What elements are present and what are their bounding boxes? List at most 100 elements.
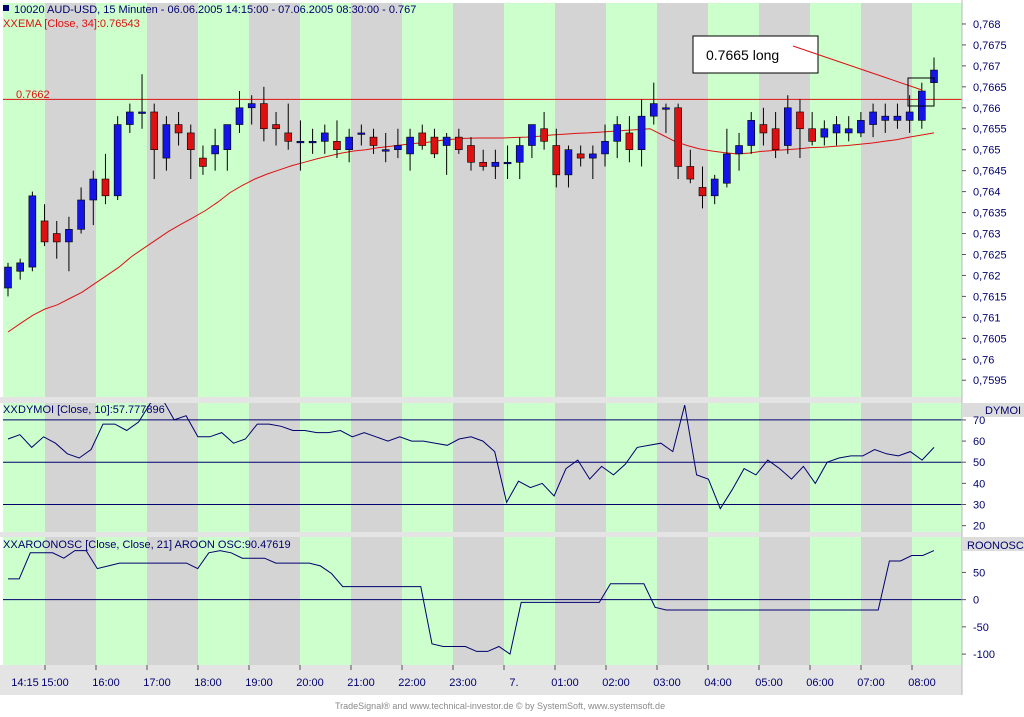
indicator-reference-lines xyxy=(3,419,962,601)
price-tick-label: 0,7675 xyxy=(973,40,1007,52)
tab-bg xyxy=(962,537,1024,551)
candle xyxy=(77,199,85,230)
candle xyxy=(150,111,159,151)
candle xyxy=(564,149,573,176)
time-tick-label: 17:00 xyxy=(143,677,171,689)
dymoi-tick-label: 40 xyxy=(973,478,985,490)
candle xyxy=(723,153,731,184)
ema-legend-marker: XX xyxy=(3,18,18,30)
candle xyxy=(345,136,353,151)
price-tick-label: 0,762 xyxy=(973,270,1001,282)
candle xyxy=(430,136,439,155)
annotation-box xyxy=(692,35,819,74)
candle xyxy=(832,124,841,134)
candle xyxy=(540,128,548,142)
candle xyxy=(406,136,414,155)
aroon-tick-label: 0 xyxy=(973,595,979,607)
price-tick-label: 0,7595 xyxy=(973,375,1007,387)
candle xyxy=(857,120,865,134)
time-tick-label: 21:00 xyxy=(347,677,375,689)
time-band xyxy=(912,403,962,532)
time-band xyxy=(861,537,912,665)
time-band xyxy=(147,3,198,397)
candle xyxy=(455,136,463,151)
aroon-tab[interactable]: ROONOSC xyxy=(967,540,1024,552)
time-tick-label: 22:00 xyxy=(398,677,426,689)
panel-divider xyxy=(0,532,1024,537)
time-band xyxy=(555,403,606,532)
candle xyxy=(442,136,451,146)
dymoi-tick-label: 60 xyxy=(973,436,985,448)
candle xyxy=(272,124,280,130)
price-tick-label: 0,766 xyxy=(973,103,1001,115)
price-tick-label: 0,7635 xyxy=(973,208,1007,220)
candle xyxy=(589,153,597,159)
time-band xyxy=(453,3,504,397)
candle xyxy=(211,145,219,155)
candle xyxy=(296,141,305,144)
time-tick-label: 03:00 xyxy=(653,677,681,689)
candle xyxy=(808,128,816,142)
dymoi-tick-label: 70 xyxy=(973,415,985,427)
time-band xyxy=(351,3,402,397)
time-tick-label: 02:00 xyxy=(602,677,630,689)
candle xyxy=(199,157,207,167)
dymoi-tab[interactable]: DYMOI xyxy=(985,405,1021,417)
price-tick-label: 0,761 xyxy=(973,312,1001,324)
time-band xyxy=(861,3,912,397)
candle xyxy=(65,229,73,243)
candle xyxy=(820,128,829,138)
candle xyxy=(357,132,366,135)
candle xyxy=(528,124,536,146)
candle xyxy=(174,124,183,134)
time-band xyxy=(351,403,402,532)
aroon-layer xyxy=(8,550,935,655)
candle xyxy=(625,132,634,151)
price-tick-label: 0,7655 xyxy=(973,124,1007,136)
dymoi-tick-label: 20 xyxy=(973,521,985,533)
candle xyxy=(52,233,61,243)
time-band xyxy=(810,403,861,532)
price-tick-label: 0,76 xyxy=(973,354,994,366)
time-band xyxy=(351,537,402,665)
value-axis-strip xyxy=(962,0,1024,695)
candle xyxy=(186,132,195,151)
time-band xyxy=(708,403,759,532)
time-axis-strip xyxy=(0,665,1024,695)
time-band xyxy=(708,537,759,665)
price-tick-label: 0,767 xyxy=(973,61,1001,73)
time-tick-label: 7. xyxy=(509,677,518,689)
candle xyxy=(905,111,914,121)
time-band xyxy=(249,537,300,665)
time-tick-label: 23:00 xyxy=(449,677,477,689)
aroon-tick-label: -50 xyxy=(973,622,989,634)
series-marker-icon xyxy=(3,5,9,11)
time-band xyxy=(198,3,249,397)
time-band xyxy=(249,3,300,397)
time-band xyxy=(147,403,198,532)
time-band xyxy=(657,403,708,532)
price-tick-label: 0,768 xyxy=(973,19,1001,31)
price-tick-label: 0,764 xyxy=(973,187,1001,199)
time-band xyxy=(402,403,453,532)
time-tick-label: 20:00 xyxy=(296,677,324,689)
panel-divider xyxy=(0,397,1024,403)
time-band xyxy=(96,3,147,397)
candle xyxy=(783,107,792,146)
chart-title: 10020 AUD-USD, 15 Minuten - 06.06.2005 1… xyxy=(14,4,416,16)
candle xyxy=(260,103,268,130)
time-tick-label: 04:00 xyxy=(704,677,732,689)
price-tick-label: 0,7615 xyxy=(973,291,1007,303)
dymoi-legend: DYMOI [Close, 10]:57.777896 xyxy=(18,404,165,416)
candle xyxy=(796,111,804,130)
time-band xyxy=(402,3,453,397)
candle xyxy=(613,124,622,142)
time-band xyxy=(810,537,861,665)
candle xyxy=(735,145,743,155)
candle xyxy=(710,178,719,197)
signal-marker-box xyxy=(907,77,935,107)
aroon-tick-label: 50 xyxy=(973,567,985,579)
time-band xyxy=(555,3,606,397)
time-band xyxy=(96,537,147,665)
